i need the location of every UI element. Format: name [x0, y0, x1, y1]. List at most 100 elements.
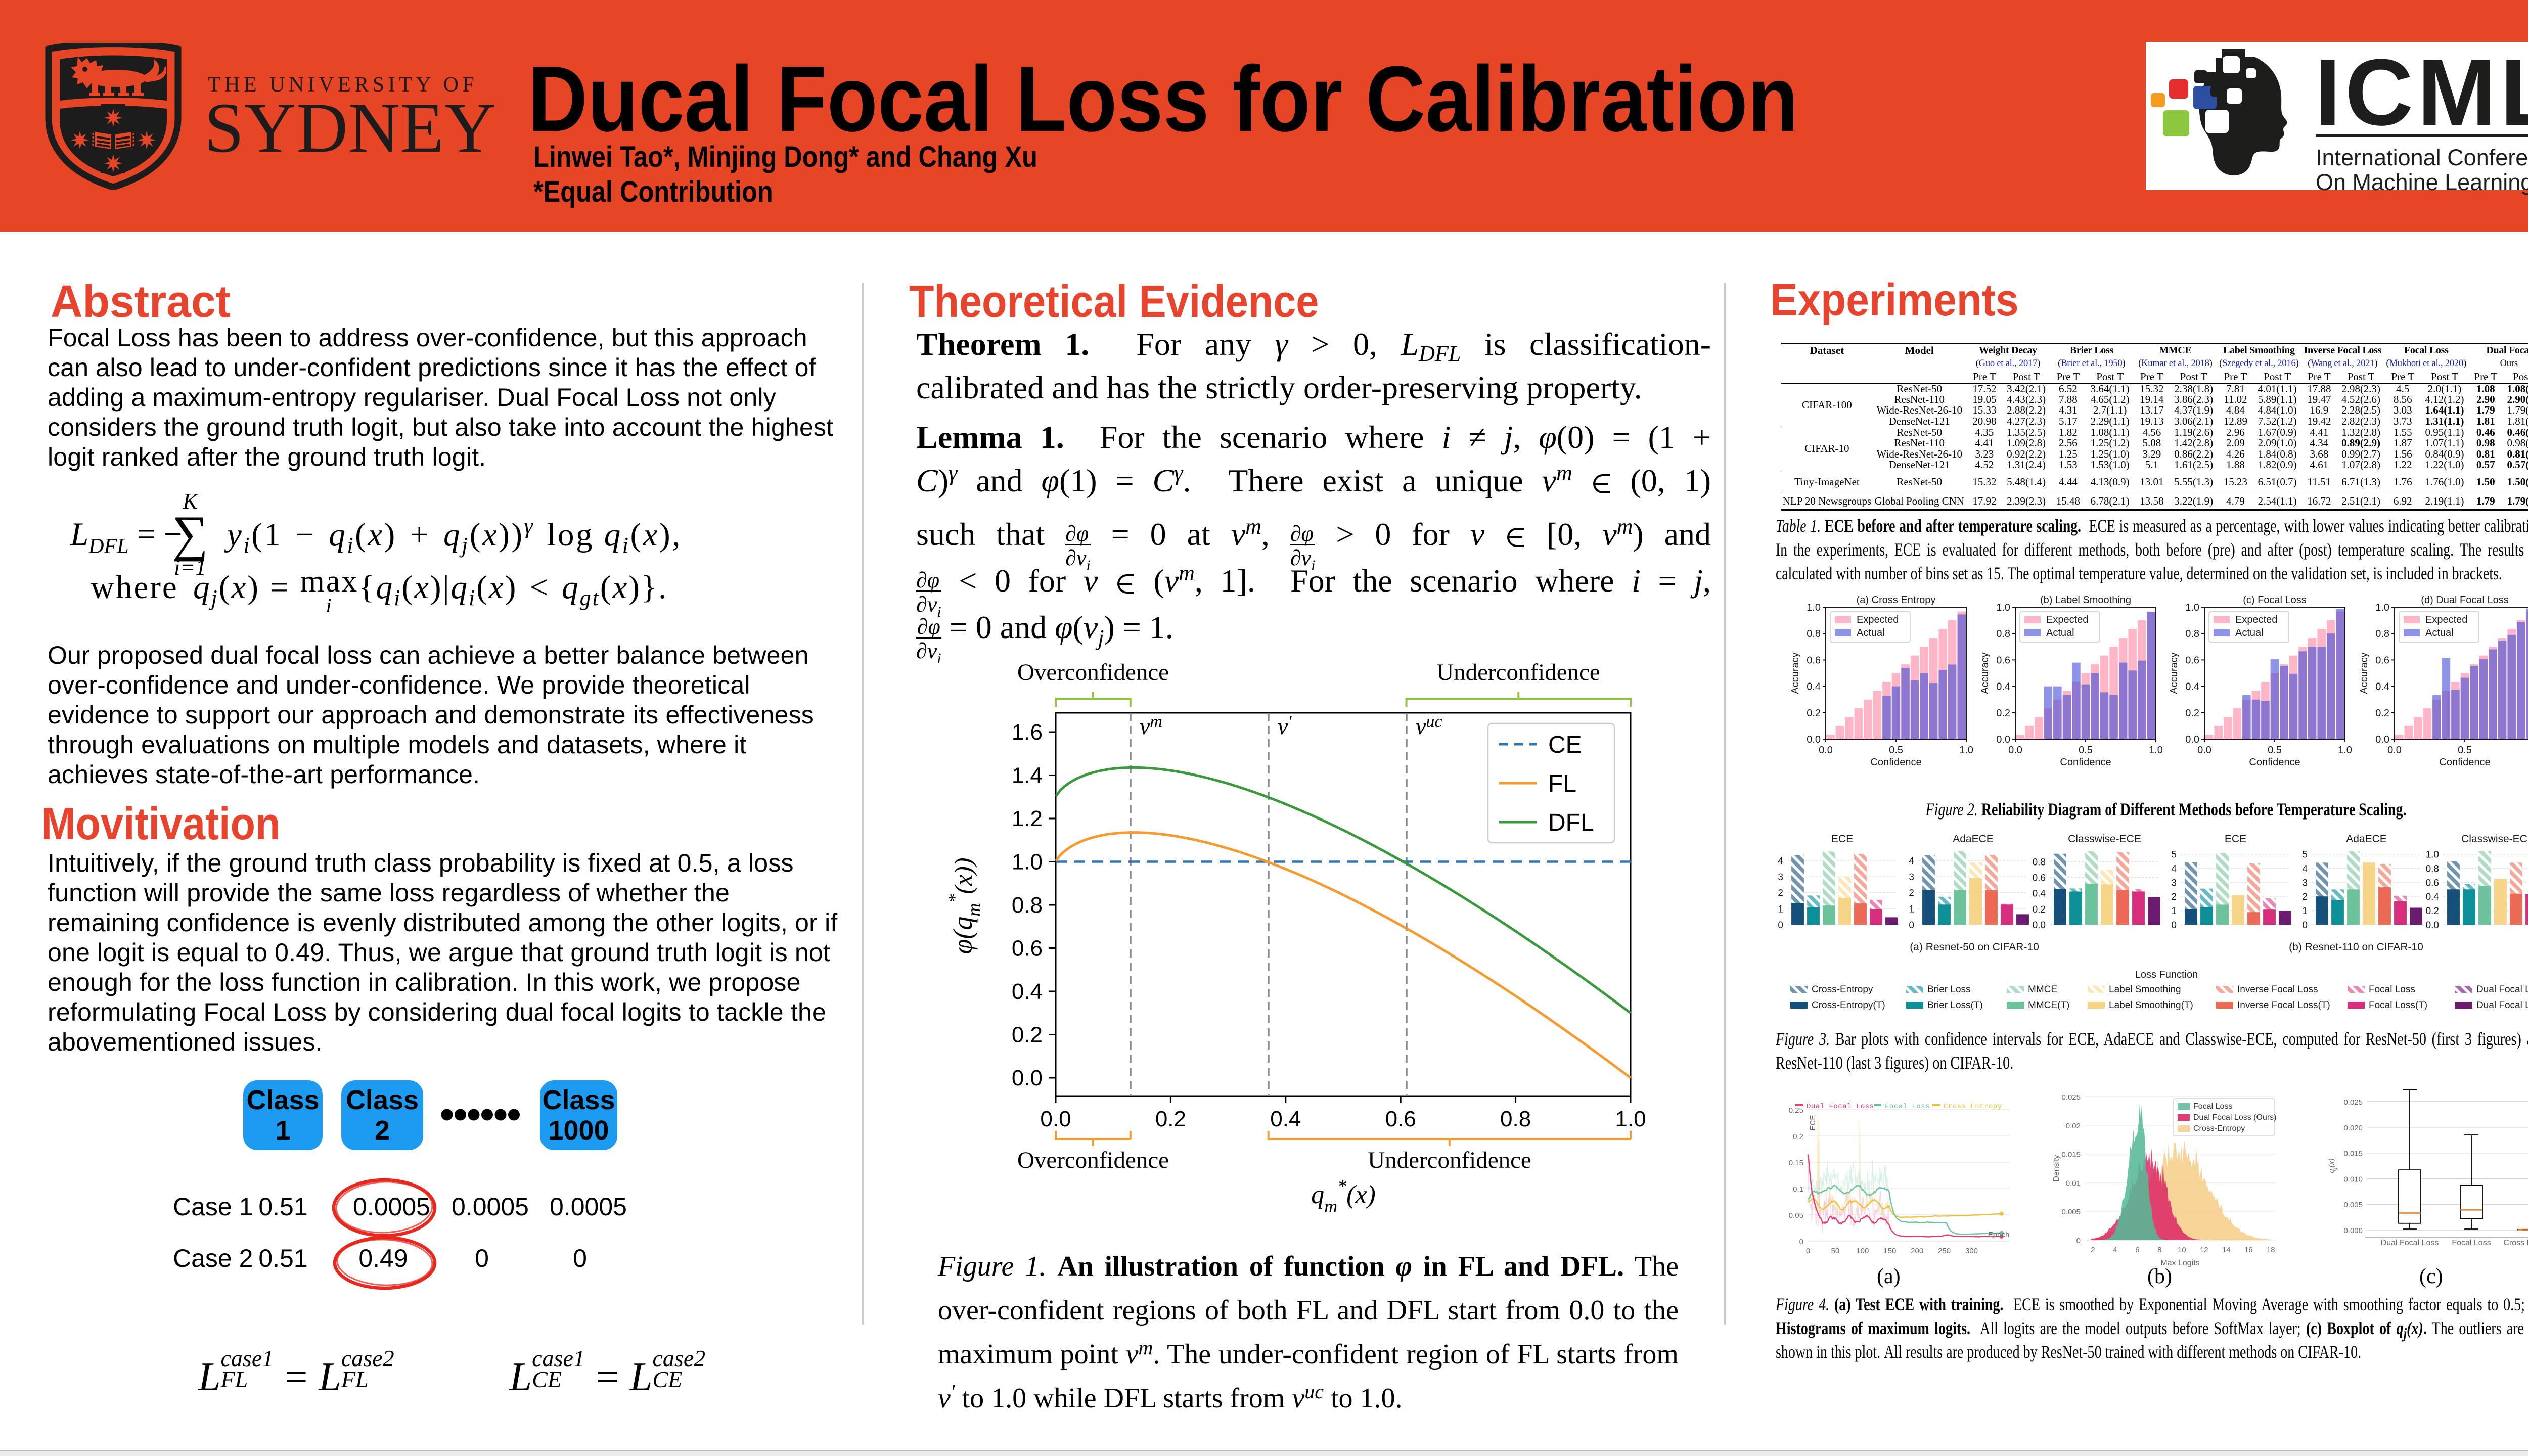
svg-text:0: 0 [1806, 1247, 1810, 1255]
svg-text:1: 1 [2302, 906, 2308, 917]
svg-text:0.2: 0.2 [2375, 708, 2389, 719]
svg-text:0.6: 0.6 [2375, 655, 2389, 666]
svg-text:0.0: 0.0 [1996, 734, 2010, 745]
svg-text:0.0: 0.0 [1040, 1107, 1071, 1131]
svg-text:0.4: 0.4 [1270, 1107, 1301, 1131]
svg-text:1.0: 1.0 [1996, 602, 2010, 613]
svg-text:0.6: 0.6 [2426, 878, 2439, 888]
svg-text:0.6: 0.6 [1996, 655, 2010, 666]
svg-text:Dual Focal Loss: Dual Focal Loss [2381, 1239, 2439, 1247]
svg-text:0.8: 0.8 [2426, 864, 2439, 875]
svg-text:0.8: 0.8 [2033, 857, 2046, 868]
svg-text:1.0: 1.0 [2375, 602, 2389, 613]
svg-text:1.0: 1.0 [2149, 745, 2163, 756]
svg-text:Actual: Actual [2046, 627, 2074, 639]
svg-text:0.15: 0.15 [1789, 1159, 1803, 1167]
svg-text:1.2: 1.2 [1012, 806, 1043, 831]
svg-text:Cross Entropy: Cross Entropy [2503, 1239, 2528, 1247]
svg-text:8: 8 [2157, 1246, 2161, 1254]
svg-text:0.2: 0.2 [1155, 1107, 1186, 1131]
svg-text:0.4: 0.4 [1996, 681, 2010, 693]
svg-text:Accuracy: Accuracy [1979, 652, 1991, 694]
svg-text:1.6: 1.6 [1012, 720, 1043, 745]
svg-text:4: 4 [1909, 856, 1914, 867]
svg-text:0.8: 0.8 [2375, 628, 2389, 640]
svg-text:Underconfidence: Underconfidence [1436, 659, 1600, 686]
svg-text:Inverse Focal Loss(T): Inverse Focal Loss(T) [2237, 1000, 2330, 1011]
svg-text:3: 3 [1909, 872, 1914, 883]
svg-text:Focal Loss: Focal Loss [2369, 984, 2415, 995]
svg-text:FL: FL [1548, 770, 1576, 797]
svg-text:Brier Loss: Brier Loss [1927, 984, 1971, 995]
svg-text:3: 3 [1778, 872, 1783, 883]
svg-text:MMCE: MMCE [2028, 984, 2057, 995]
svg-text:0.6: 0.6 [2185, 655, 2199, 666]
svg-text:0.25: 0.25 [1789, 1106, 1803, 1115]
svg-text:Classwise-ECE: Classwise-ECE [2461, 833, 2528, 845]
svg-text:0.4: 0.4 [2375, 681, 2389, 693]
svg-text:0.0: 0.0 [2375, 734, 2389, 745]
svg-text:Dual Focal Loss: Dual Focal Loss [1807, 1103, 1874, 1111]
svg-text:0: 0 [1799, 1238, 1803, 1246]
svg-text:Focal Loss: Focal Loss [1885, 1103, 1930, 1111]
svg-text:4: 4 [2171, 864, 2177, 875]
svg-text:Label Smoothing: Label Smoothing [2109, 984, 2181, 995]
svg-text:MMCE(T): MMCE(T) [2028, 1000, 2069, 1011]
svg-text:0.4: 0.4 [2185, 681, 2199, 693]
svg-text:(b) Label Smoothing: (b) Label Smoothing [2040, 595, 2131, 606]
svg-text:vuc: vuc [1416, 712, 1442, 739]
svg-text:Focal Loss(T): Focal Loss(T) [2369, 1000, 2427, 1011]
svg-text:0: 0 [1909, 920, 1914, 931]
svg-text:0.6: 0.6 [1807, 655, 1821, 666]
svg-text:0.020: 0.020 [2343, 1124, 2363, 1132]
svg-text:Actual: Actual [2235, 627, 2264, 639]
svg-text:vm: vm [1140, 712, 1162, 739]
svg-text:Confidence: Confidence [2060, 757, 2111, 768]
svg-text:0.015: 0.015 [2061, 1151, 2081, 1159]
svg-text:0.8: 0.8 [1500, 1107, 1531, 1131]
svg-text:Label Smoothing(T): Label Smoothing(T) [2109, 1000, 2193, 1011]
svg-text:0.02: 0.02 [2066, 1122, 2081, 1130]
svg-text:0.2: 0.2 [1807, 708, 1821, 719]
svg-text:Brier Loss(T): Brier Loss(T) [1927, 1000, 1983, 1011]
svg-text:ECE: ECE [2225, 833, 2246, 845]
svg-text:0.1: 0.1 [1793, 1185, 1803, 1194]
svg-text:4: 4 [2113, 1246, 2117, 1254]
svg-text:Expected: Expected [2046, 614, 2088, 625]
svg-text:Confidence: Confidence [1870, 757, 1921, 768]
svg-text:Focal Loss: Focal Loss [2193, 1102, 2232, 1111]
svg-text:Density: Density [2052, 1155, 2061, 1181]
svg-text:0.000: 0.000 [2343, 1226, 2363, 1235]
svg-text:0.0: 0.0 [2387, 745, 2402, 756]
svg-text:qm*(x): qm*(x) [1311, 1176, 1376, 1216]
svg-text:AdaECE: AdaECE [2346, 833, 2387, 845]
svg-text:4: 4 [2302, 864, 2308, 875]
svg-text:0.0: 0.0 [2197, 745, 2211, 756]
svg-text:0.5: 0.5 [2079, 745, 2093, 756]
svg-text:0.2: 0.2 [2033, 904, 2046, 915]
svg-text:0.0: 0.0 [1012, 1066, 1043, 1090]
svg-text:(d) Dual Focal Loss: (d) Dual Focal Loss [2421, 595, 2508, 606]
svg-text:5: 5 [2171, 850, 2177, 860]
svg-text:Actual: Actual [1857, 627, 1885, 639]
svg-text:2: 2 [2302, 892, 2308, 902]
svg-text:1: 1 [1778, 904, 1783, 915]
svg-text:Inverse Focal Loss: Inverse Focal Loss [2237, 984, 2318, 995]
svg-text:1: 1 [2171, 906, 2177, 917]
svg-text:1.0: 1.0 [2426, 850, 2439, 860]
svg-text:1.0: 1.0 [1615, 1107, 1646, 1131]
svg-text:0: 0 [2171, 920, 2177, 931]
svg-text:Cross-Entropy: Cross-Entropy [1812, 984, 1873, 995]
svg-text:0.5: 0.5 [2458, 745, 2472, 756]
svg-text:10: 10 [2178, 1246, 2186, 1254]
svg-text:DFL: DFL [1548, 809, 1594, 836]
svg-text:v′: v′ [1278, 712, 1292, 739]
svg-text:0.4: 0.4 [2426, 892, 2440, 902]
svg-text:1.0: 1.0 [2185, 602, 2199, 613]
svg-text:250: 250 [1938, 1247, 1951, 1255]
svg-text:0: 0 [2302, 920, 2308, 931]
svg-text:0.2: 0.2 [1012, 1023, 1043, 1048]
svg-text:Expected: Expected [2425, 614, 2467, 625]
svg-text:0.5: 0.5 [1889, 745, 1903, 756]
svg-text:Cross-Entropy: Cross-Entropy [2193, 1124, 2245, 1133]
